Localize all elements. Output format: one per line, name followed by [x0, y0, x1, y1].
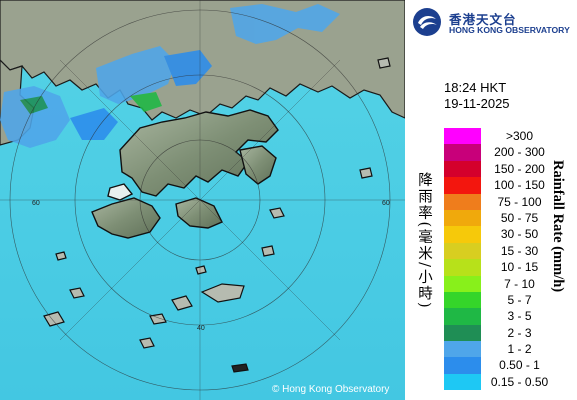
legend-swatch [444, 242, 481, 260]
legend-range-label: 0.15 - 0.50 [490, 374, 549, 389]
legend-range-label: >300 [505, 129, 534, 143]
radar-map[interactable]: 60 40 60 [0, 0, 405, 400]
timestamp: 18:24 HKT 19-11-2025 [444, 80, 510, 112]
legend-title-chinese: 降雨率(毫米/小時) [416, 172, 432, 310]
legend-range-label: 150 - 200 [494, 161, 545, 176]
legend-swatch [444, 341, 481, 358]
outlying-islands [43, 57, 391, 373]
ring-label-west: 60 [32, 200, 40, 207]
legend-swatch [444, 373, 481, 391]
legend-range-label: 50 - 75 [500, 210, 539, 225]
legend-range-label: 15 - 30 [500, 243, 539, 258]
legend-swatch [444, 177, 481, 194]
hong-kong-territory [91, 109, 279, 239]
legend-swatch [444, 226, 481, 243]
legend-range-label: 0.50 - 1 [499, 358, 540, 373]
ring-labels: 60 40 60 [32, 200, 390, 332]
legend-swatch [444, 193, 481, 210]
legend-range-label: 30 - 50 [500, 227, 539, 242]
logo-english-name: HONG KONG OBSERVATORY [449, 25, 570, 35]
legend-range-label: 2 - 3 [507, 325, 532, 340]
legend-swatch [444, 308, 481, 325]
logo-chinese-name: 香港天文台 [449, 12, 517, 27]
legend-title-english: Rainfall Rate (mm/h) [550, 160, 566, 293]
legend-swatch [444, 144, 481, 161]
legend-range-label: 3 - 5 [507, 309, 532, 324]
ring-label-east: 60 [382, 200, 390, 207]
legend-swatch [444, 259, 481, 276]
legend-range-label: 7 - 10 [504, 276, 535, 291]
hko-logo: 香港天文台 HONG KONG OBSERVATORY [412, 7, 574, 37]
legend-swatch [444, 209, 481, 227]
legend-swatch [444, 357, 481, 374]
legend-range-label: 100 - 150 [494, 178, 545, 193]
radar-spokes [0, 0, 405, 400]
legend-swatch [444, 291, 481, 309]
legend-swatch [444, 160, 481, 178]
legend-range-label: 1 - 2 [507, 342, 532, 357]
ring-label-south: 40 [197, 325, 205, 332]
time-label: 18:24 HKT [444, 80, 507, 95]
legend-range-label: 5 - 7 [507, 292, 532, 307]
hko-emblem-icon [413, 8, 441, 36]
legend-range-label: 200 - 300 [494, 145, 545, 160]
legend-range-label: 75 - 100 [497, 194, 542, 209]
copyright-notice: © Hong Kong Observatory [272, 384, 390, 395]
legend-range-label: 10 - 15 [500, 260, 539, 275]
legend-swatch [444, 275, 481, 292]
legend-swatch [444, 324, 481, 342]
legend-swatch [444, 128, 481, 145]
date-label: 19-11-2025 [444, 96, 510, 111]
